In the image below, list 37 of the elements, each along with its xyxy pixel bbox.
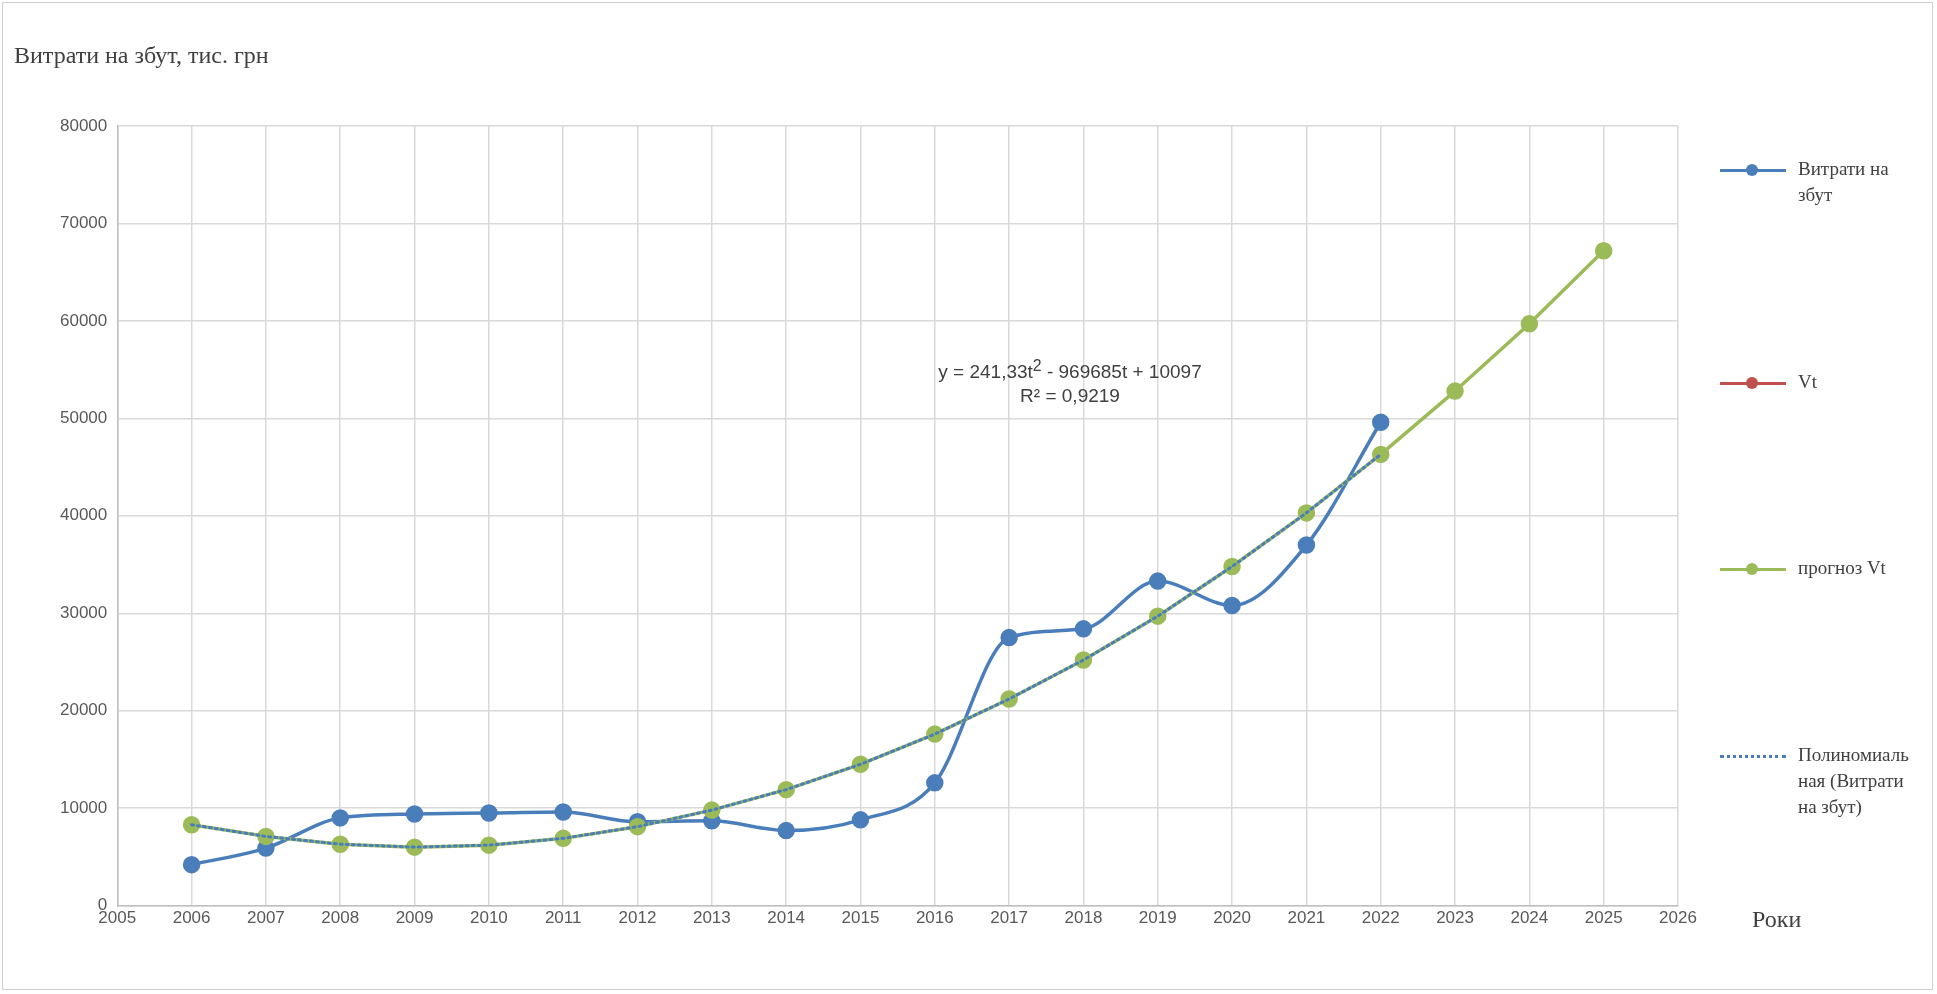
x-tick-label: 2026 — [1659, 908, 1697, 928]
legend-label: Vt — [1798, 369, 1818, 394]
x-tick-label: 2021 — [1287, 908, 1326, 928]
x-tick-label: 2017 — [990, 908, 1029, 928]
x-tick-label: 2010 — [469, 908, 508, 928]
x-tick-label: 2018 — [1064, 908, 1103, 928]
y-tick-label: 70000 — [59, 213, 108, 233]
x-tick-label: 2019 — [1138, 908, 1177, 928]
x-tick-label: 2012 — [618, 908, 657, 928]
y-axis-title: Витрати на збут, тис. грн — [14, 42, 269, 69]
legend-label: Полиномиальная (Витрати на збут) — [1798, 742, 1910, 819]
x-tick-label: 2020 — [1213, 908, 1251, 928]
x-tick-label: 2023 — [1436, 908, 1474, 928]
legend-label: Витрати на збут — [1798, 157, 1890, 207]
x-tick-label: 2011 — [544, 908, 582, 928]
y-tick-label: 40000 — [59, 505, 108, 525]
y-tick-label: 20000 — [59, 700, 108, 720]
x-tick-label: 2013 — [692, 908, 731, 928]
x-tick-label: 2022 — [1361, 908, 1400, 928]
x-tick-label: 2015 — [841, 908, 880, 928]
y-tick-label: 50000 — [59, 408, 108, 428]
x-tick-label: 2024 — [1510, 908, 1549, 928]
y-tick-label: 60000 — [59, 310, 108, 330]
y-tick-label: 30000 — [59, 602, 108, 622]
legend-label: прогноз Vt — [1798, 556, 1887, 581]
x-axis-title: Роки — [1752, 906, 1802, 933]
x-tick-label: 2006 — [172, 908, 211, 928]
annotation: R² = 0,9219 — [1020, 385, 1120, 407]
x-tick-label: 2008 — [321, 908, 360, 928]
x-tick-label: 2014 — [767, 908, 806, 928]
x-tick-label: 2009 — [395, 908, 434, 928]
y-tick-label: 10000 — [59, 797, 108, 817]
x-tick-label: 2007 — [247, 908, 285, 928]
x-tick-label: 2016 — [915, 908, 954, 928]
annotation: y = 241,33t$^{2}$ - 969685t + 10097 — [938, 357, 1202, 383]
x-tick-label: 2025 — [1584, 908, 1623, 928]
y-tick-label: 80000 — [59, 115, 108, 135]
